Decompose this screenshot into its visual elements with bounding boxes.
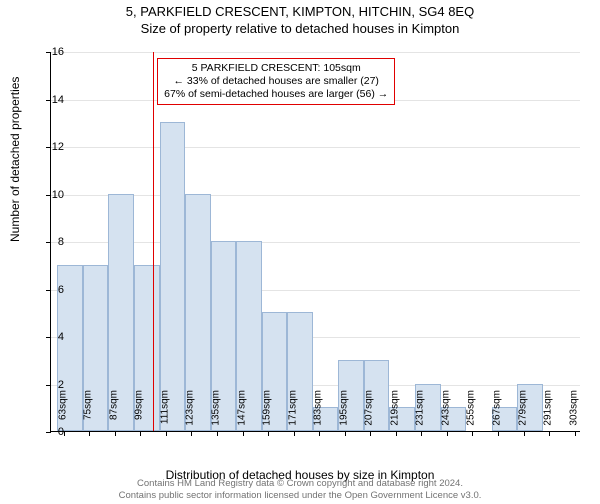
histogram-chart: 5 PARKFIELD CRESCENT: 105sqm← 33% of det… [50,52,580,432]
gridline [51,52,580,53]
ytick-label: 14 [44,94,64,106]
xtick-label: 87sqm [108,390,119,420]
xtick-mark [217,431,218,436]
ytick-label: 0 [44,426,64,438]
ytick-label: 4 [44,331,64,343]
xtick-mark [294,431,295,436]
ytick-label: 10 [44,189,64,201]
xtick-mark [191,431,192,436]
xtick-mark [268,431,269,436]
xtick-mark [89,431,90,436]
xtick-label: 147sqm [236,390,247,426]
xtick-label: 207sqm [364,390,375,426]
attribution-footer: Contains HM Land Registry data © Crown c… [0,478,600,502]
xtick-label: 63sqm [57,390,68,420]
xtick-label: 279sqm [517,390,528,426]
xtick-mark [498,431,499,436]
xtick-label: 135sqm [211,390,222,426]
xtick-label: 255sqm [466,390,477,426]
ytick-label: 12 [44,141,64,153]
xtick-mark [575,431,576,436]
footer-line: Contains HM Land Registry data © Crown c… [0,478,600,490]
xtick-label: 75sqm [83,390,94,420]
ytick-label: 6 [44,284,64,296]
xtick-label: 171sqm [287,390,298,426]
xtick-label: 159sqm [262,390,273,426]
xtick-label: 195sqm [338,390,349,426]
reference-line [153,52,154,431]
callout-line: 67% of semi-detached houses are larger (… [164,88,388,101]
xtick-mark [166,431,167,436]
xtick-label: 291sqm [543,390,554,426]
xtick-label: 303sqm [568,390,579,426]
xtick-mark [243,431,244,436]
xtick-label: 231sqm [415,390,426,426]
y-axis-label: Number of detached properties [8,77,22,242]
callout-line: ← 33% of detached houses are smaller (27… [164,75,388,88]
ytick-label: 16 [44,46,64,58]
page-subtitle: Size of property relative to detached ho… [0,21,600,36]
histogram-bar [160,122,186,431]
callout-line: 5 PARKFIELD CRESCENT: 105sqm [164,62,388,75]
xtick-label: 267sqm [491,390,502,426]
xtick-label: 111sqm [159,390,170,424]
footer-line: Contains public sector information licen… [0,490,600,502]
xtick-mark [115,431,116,436]
plot-area: 5 PARKFIELD CRESCENT: 105sqm← 33% of det… [50,52,580,432]
xtick-mark [524,431,525,436]
xtick-mark [549,431,550,436]
xtick-label: 99sqm [134,390,145,420]
xtick-mark [447,431,448,436]
xtick-label: 183sqm [313,390,324,426]
page-title: 5, PARKFIELD CRESCENT, KIMPTON, HITCHIN,… [0,4,600,19]
xtick-label: 243sqm [440,390,451,426]
xtick-mark [396,431,397,436]
ytick-label: 8 [44,236,64,248]
callout-box: 5 PARKFIELD CRESCENT: 105sqm← 33% of det… [157,58,395,105]
xtick-label: 219sqm [389,390,400,426]
xtick-mark [140,431,141,436]
xtick-mark [421,431,422,436]
xtick-mark [370,431,371,436]
xtick-mark [472,431,473,436]
xtick-label: 123sqm [185,390,196,426]
gridline [51,147,580,148]
xtick-mark [319,431,320,436]
ytick-label: 2 [44,379,64,391]
xtick-mark [345,431,346,436]
